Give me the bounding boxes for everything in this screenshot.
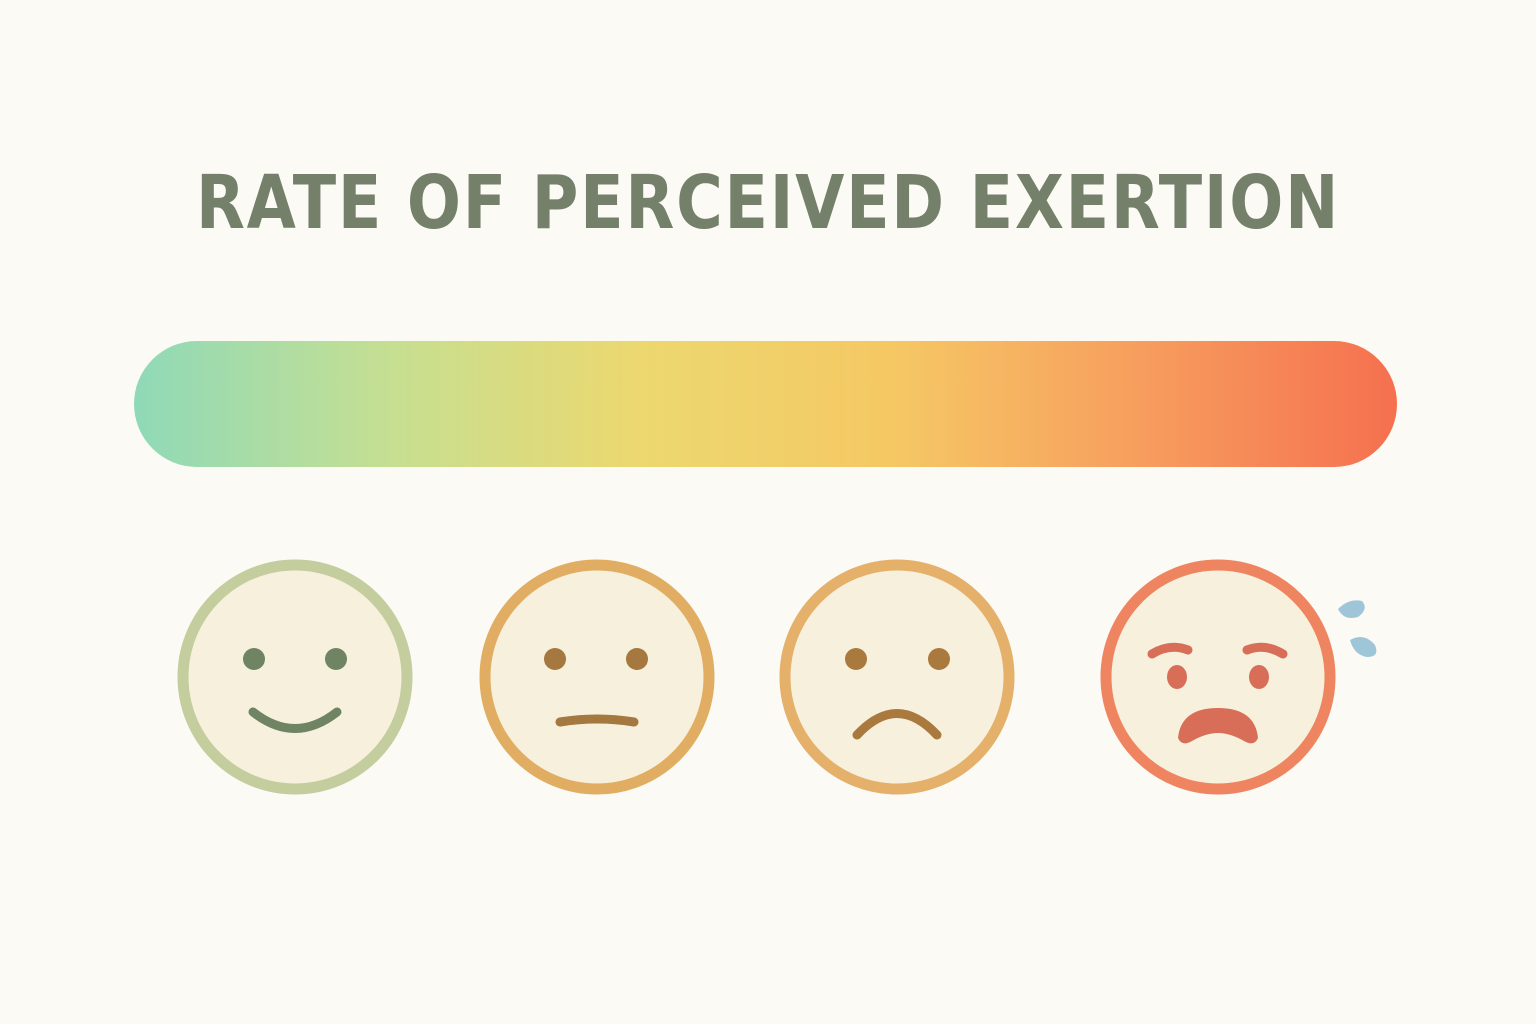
frowning-face-icon (779, 559, 1015, 795)
exertion-gradient-scale (134, 341, 1397, 467)
smiling-face-icon (177, 559, 413, 795)
neutral-face-icon (479, 559, 715, 795)
distressed-sweating-face-icon (1100, 559, 1336, 795)
page-title: RATE OF PERCEIVED EXERTION (195, 160, 1341, 246)
sweat-drops-icon (1338, 600, 1377, 657)
